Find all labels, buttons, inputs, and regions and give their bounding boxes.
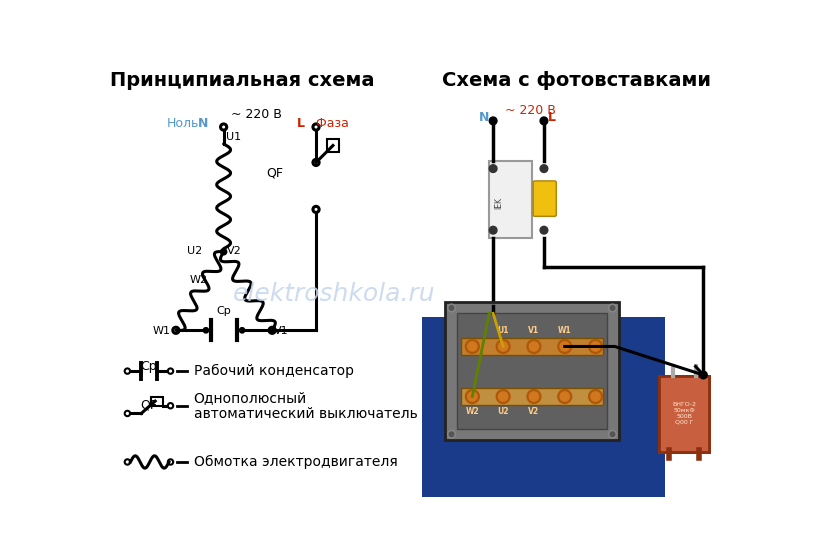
Text: U2: U2 (497, 407, 509, 416)
Text: U2: U2 (186, 247, 202, 256)
Circle shape (609, 304, 616, 312)
Circle shape (591, 392, 600, 401)
Circle shape (489, 227, 497, 234)
Circle shape (467, 342, 477, 351)
Circle shape (497, 389, 510, 403)
Text: N: N (479, 111, 489, 124)
Circle shape (489, 165, 497, 172)
Circle shape (560, 342, 569, 351)
Text: elektroshkola.ru: elektroshkola.ru (232, 282, 435, 306)
Text: Ноль: Ноль (166, 117, 199, 131)
Circle shape (498, 342, 507, 351)
FancyBboxPatch shape (660, 376, 709, 452)
Text: W1: W1 (153, 326, 171, 336)
Text: U1: U1 (226, 132, 241, 142)
Circle shape (610, 306, 614, 310)
Circle shape (466, 389, 479, 403)
Text: Cp: Cp (217, 306, 231, 316)
Circle shape (497, 339, 510, 353)
Text: V2: V2 (528, 407, 539, 416)
Text: Принципиальная схема: Принципиальная схема (110, 71, 375, 90)
Circle shape (448, 430, 456, 438)
Circle shape (467, 392, 477, 401)
Text: L: L (548, 111, 556, 124)
Text: Обмотка электродвигателя: Обмотка электродвигателя (194, 455, 397, 469)
Text: W2: W2 (466, 407, 479, 416)
Circle shape (589, 339, 603, 353)
FancyBboxPatch shape (457, 314, 607, 429)
Circle shape (540, 227, 548, 234)
Circle shape (527, 389, 541, 403)
Bar (461, 338, 604, 355)
FancyBboxPatch shape (446, 302, 619, 440)
Text: ~ 220 В: ~ 220 В (232, 108, 283, 121)
Text: IEK: IEK (494, 197, 503, 209)
Circle shape (591, 342, 600, 351)
Text: W2: W2 (190, 275, 208, 285)
Text: V1: V1 (273, 326, 288, 336)
Circle shape (466, 339, 479, 353)
Text: Рабочий конденсатор: Рабочий конденсатор (194, 364, 354, 378)
Circle shape (221, 249, 227, 255)
Text: БНГО-2
50мкФ
500В
Q00 Г: БНГО-2 50мкФ 500В Q00 Г (672, 402, 696, 425)
Text: Однополюсный
автоматический выключатель: Однополюсный автоматический выключатель (194, 391, 417, 421)
Text: U1: U1 (497, 326, 509, 335)
Text: ~ 220 В: ~ 220 В (505, 104, 556, 117)
Text: N: N (197, 117, 208, 131)
Text: L: L (298, 117, 305, 131)
Text: V2: V2 (227, 247, 242, 256)
Circle shape (558, 389, 572, 403)
Circle shape (540, 117, 548, 124)
Text: QF: QF (267, 167, 283, 180)
Circle shape (609, 430, 616, 438)
FancyBboxPatch shape (533, 181, 556, 217)
Bar (461, 388, 604, 405)
Circle shape (560, 392, 569, 401)
Circle shape (489, 117, 497, 124)
Circle shape (527, 339, 541, 353)
Text: Фаза: Фаза (308, 117, 349, 131)
Text: W1: W1 (558, 326, 572, 335)
Circle shape (540, 165, 548, 172)
Circle shape (529, 392, 538, 401)
Circle shape (498, 392, 507, 401)
Circle shape (448, 304, 456, 312)
Text: V1: V1 (528, 326, 539, 335)
Circle shape (610, 432, 614, 436)
Text: Схема с фотовставками: Схема с фотовставками (441, 71, 711, 90)
FancyBboxPatch shape (660, 376, 709, 452)
Bar (151, 397, 163, 406)
Bar (422, 317, 665, 502)
Circle shape (700, 371, 707, 379)
Text: QF: QF (140, 398, 157, 411)
Text: Cp: Cp (140, 359, 157, 373)
Circle shape (589, 389, 603, 403)
FancyBboxPatch shape (489, 161, 532, 238)
Circle shape (529, 342, 538, 351)
Circle shape (558, 339, 572, 353)
Bar (327, 140, 339, 152)
Circle shape (449, 306, 454, 310)
Circle shape (449, 432, 454, 436)
